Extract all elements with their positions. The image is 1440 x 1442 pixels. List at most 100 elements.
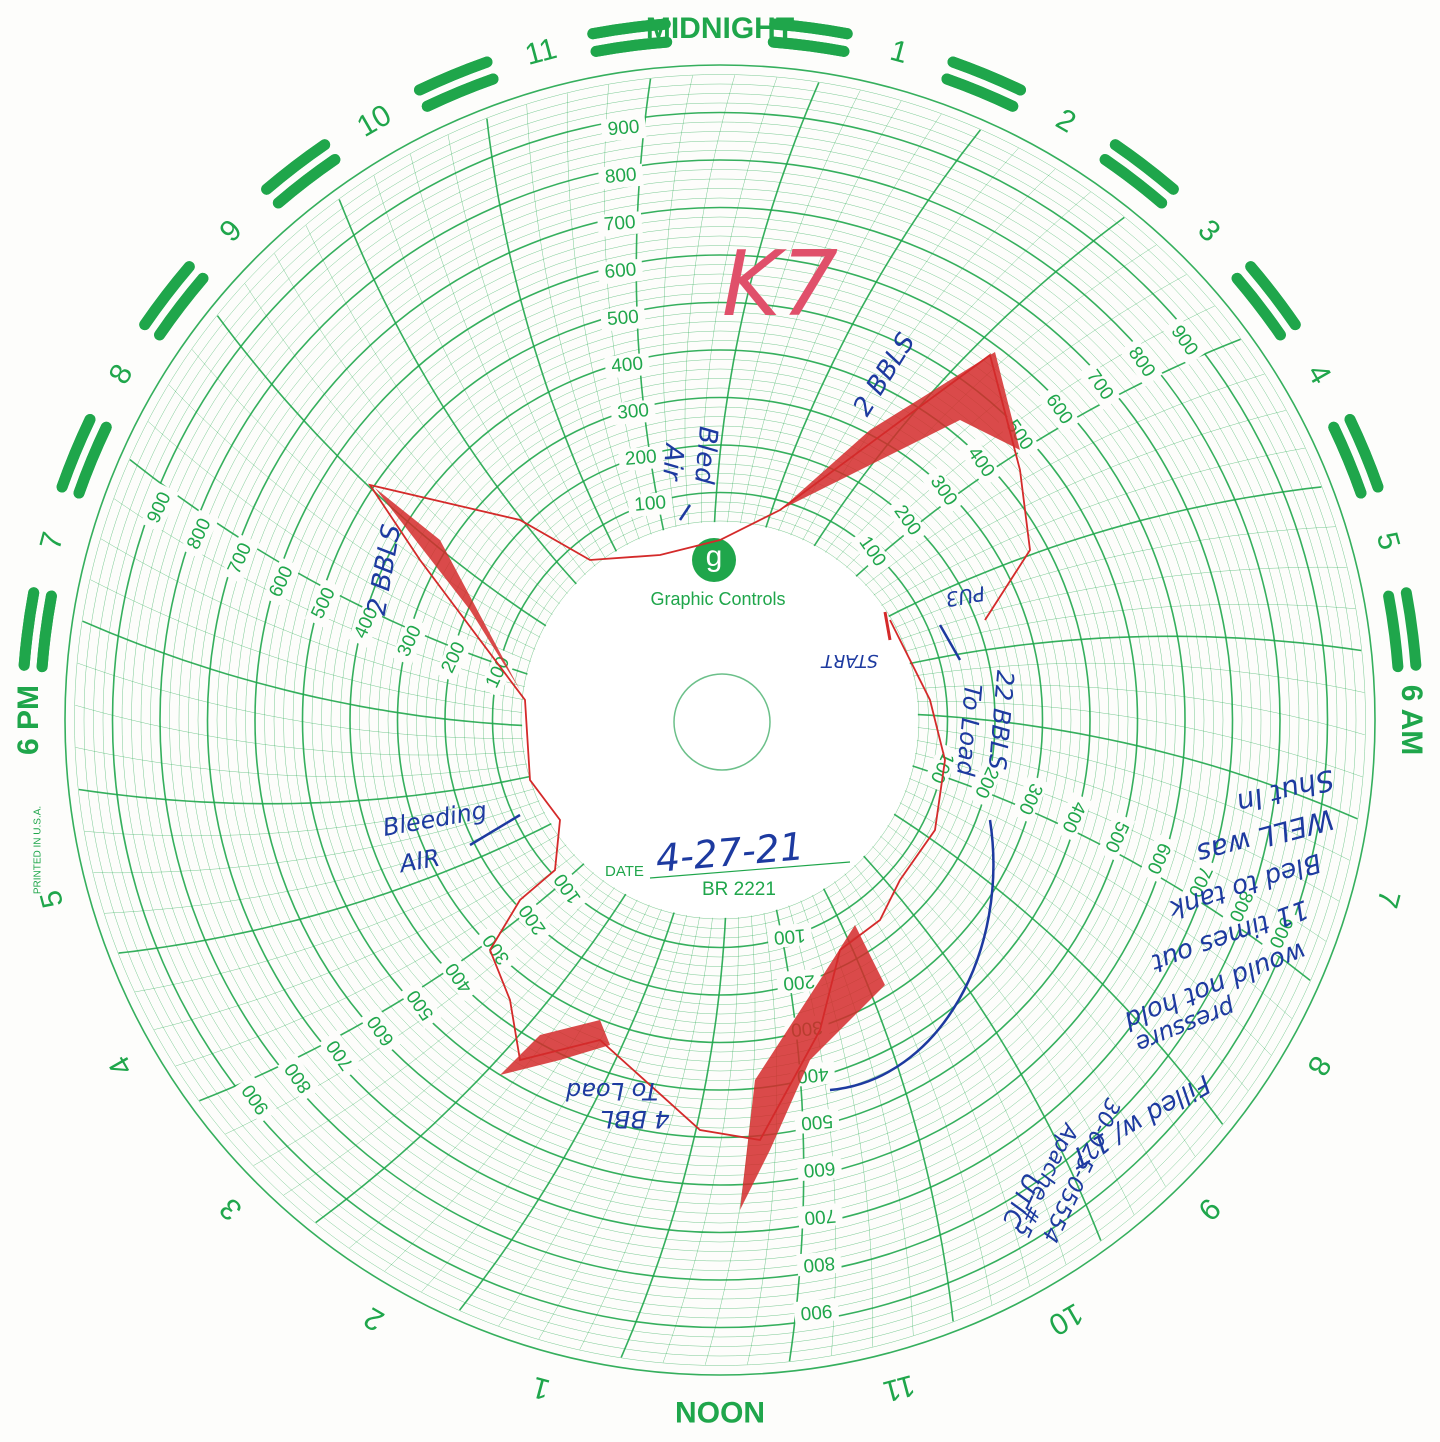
time-line	[748, 113, 942, 543]
grid-circle	[340, 340, 1100, 1100]
time-line	[888, 603, 1356, 657]
scale-label: 800	[802, 1252, 835, 1276]
rim-bar	[261, 139, 331, 195]
time-line	[866, 824, 1166, 1187]
hour-label: 6 AM	[1395, 685, 1428, 756]
scale-bg	[596, 211, 643, 238]
scale-bg	[796, 1250, 843, 1277]
time-line	[75, 747, 545, 778]
scale-bg	[479, 647, 518, 698]
scale-bg	[319, 1030, 363, 1080]
time-line	[118, 814, 568, 954]
brand: Graphic Controls	[650, 589, 785, 609]
grid-circle	[416, 416, 1024, 1024]
scale-bg	[221, 534, 260, 584]
time-line	[851, 842, 1102, 1241]
grid-circle	[188, 188, 1252, 1252]
rim-bar	[1400, 587, 1422, 671]
scale-bg	[262, 557, 302, 607]
time-line	[244, 283, 568, 626]
time-line	[620, 899, 728, 1358]
scale-bg	[604, 352, 651, 379]
grid-circle	[216, 216, 1224, 1224]
time-line	[878, 803, 1224, 1125]
time-line	[305, 225, 581, 607]
chart-number: BR 2221	[702, 879, 776, 900]
time-line	[349, 883, 647, 1249]
scale-bg	[766, 922, 813, 949]
scale-bg	[277, 1053, 321, 1102]
scale-bg	[618, 445, 664, 472]
arrow	[469, 813, 521, 847]
time-line	[78, 771, 549, 805]
grid-circle	[311, 311, 1129, 1129]
scale-label: 200	[624, 446, 657, 470]
grid-circle	[491, 491, 949, 949]
grid-circle	[396, 396, 1044, 1044]
rim-bar	[36, 590, 57, 673]
pen-trace	[367, 353, 1031, 1141]
rim-bar	[1231, 272, 1286, 341]
time-line	[883, 793, 1249, 1091]
grid-circle	[150, 150, 1290, 1290]
time-line	[82, 620, 541, 728]
time-line	[858, 410, 1286, 606]
time-line	[526, 104, 636, 562]
arrow	[678, 504, 692, 521]
rim-bar	[590, 36, 673, 57]
rim-bar	[1245, 261, 1301, 331]
time-line	[498, 897, 692, 1327]
grid-circle	[74, 74, 1366, 1366]
grid-circle	[406, 406, 1034, 1034]
scale-bg	[434, 633, 474, 683]
time-line	[90, 579, 541, 715]
time-line	[701, 77, 778, 541]
grid-circle	[121, 121, 1319, 1319]
scale-bg	[627, 491, 674, 518]
arrow	[829, 819, 995, 1092]
ink-blot	[740, 925, 885, 1210]
scale-bg	[597, 258, 644, 285]
scale-label: 800	[604, 164, 637, 188]
time-line	[712, 82, 820, 541]
rim-bar	[421, 73, 499, 112]
scale-bg	[1077, 360, 1121, 410]
handwritten-note: START	[820, 650, 879, 671]
time-line	[421, 892, 669, 1292]
rim-bar	[414, 56, 493, 96]
time-line	[865, 447, 1305, 616]
scale-bg	[1010, 774, 1050, 824]
grid-circle	[435, 435, 1005, 1005]
scale-bg	[1260, 907, 1300, 957]
grid-circle	[482, 482, 958, 958]
scale-bg	[776, 968, 822, 995]
scale-label: 600	[604, 259, 637, 283]
grid-circle	[501, 501, 939, 939]
time-line	[662, 899, 739, 1363]
scale-bg	[1096, 812, 1136, 862]
scale-bg	[885, 496, 929, 546]
chart-id: K7	[722, 232, 838, 337]
scale-bg	[140, 483, 180, 533]
hour-label: 6 PM	[12, 685, 45, 755]
scale-label: 500	[606, 306, 639, 330]
time-line	[486, 118, 626, 568]
grid-circle	[83, 83, 1357, 1357]
grid-circle	[254, 254, 1186, 1186]
scale-bg	[475, 924, 519, 974]
rim-bar	[769, 18, 853, 40]
time-line	[803, 216, 1125, 562]
handwritten-note: To Load	[565, 1077, 658, 1105]
scale-bg	[1138, 833, 1178, 883]
rim-bar	[56, 414, 96, 493]
grid-circle	[206, 206, 1234, 1234]
time-line	[283, 872, 626, 1196]
scale-bg	[958, 438, 1003, 487]
grid-circle	[283, 283, 1157, 1157]
grid-circle	[93, 93, 1347, 1347]
handwritten-note: 4 BBL	[600, 1105, 669, 1133]
time-line	[77, 662, 541, 739]
scale-label: 900	[800, 1300, 833, 1324]
